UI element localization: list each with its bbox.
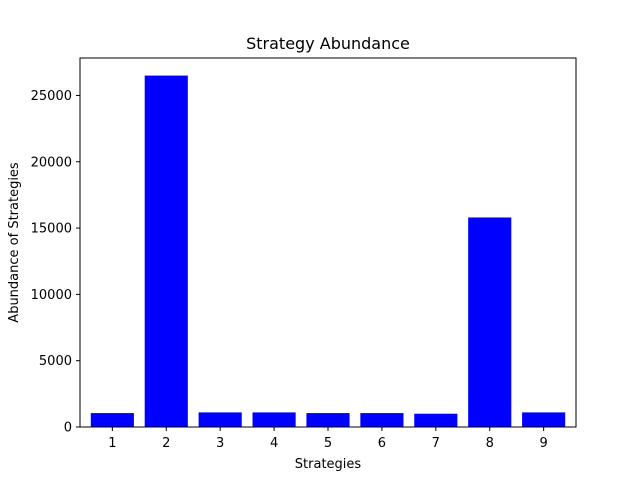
bar-strategy-6 (360, 413, 404, 427)
bar-strategy-1 (90, 413, 134, 427)
bar-strategy-9 (522, 412, 566, 427)
y-tick-label: 20000 (31, 155, 72, 170)
x-tick-label: 4 (270, 436, 278, 451)
x-tick-label: 7 (432, 436, 440, 451)
x-tick-label: 9 (540, 436, 548, 451)
x-axis-label: Strategies (295, 457, 362, 472)
bar-strategy-7 (414, 413, 458, 427)
bar-strategy-4 (252, 412, 296, 427)
y-tick-label: 5000 (39, 354, 72, 369)
x-tick-label: 1 (108, 436, 116, 451)
bar-strategy-8 (468, 217, 512, 427)
bar-strategy-2 (144, 75, 188, 428)
y-tick-label: 15000 (31, 222, 72, 237)
x-tick-label: 2 (162, 436, 170, 451)
x-axis: 1 2 3 4 5 6 7 8 9 (108, 427, 548, 451)
x-tick-label: 5 (324, 436, 332, 451)
bar-strategy-3 (198, 412, 242, 427)
x-tick-label: 6 (378, 436, 386, 451)
y-tick-label: 10000 (31, 288, 72, 303)
x-tick-label: 8 (486, 436, 494, 451)
bar-strategy-5 (306, 413, 350, 427)
bars-layer (90, 75, 566, 428)
x-tick-label: 3 (216, 436, 224, 451)
y-tick-label: 25000 (31, 89, 72, 104)
y-axis: 0 5000 10000 15000 20000 25000 (31, 89, 80, 436)
chart-title: Strategy Abundance (246, 34, 410, 53)
y-axis-label: Abundance of Strategies (7, 162, 22, 323)
y-tick-label: 0 (64, 421, 72, 436)
